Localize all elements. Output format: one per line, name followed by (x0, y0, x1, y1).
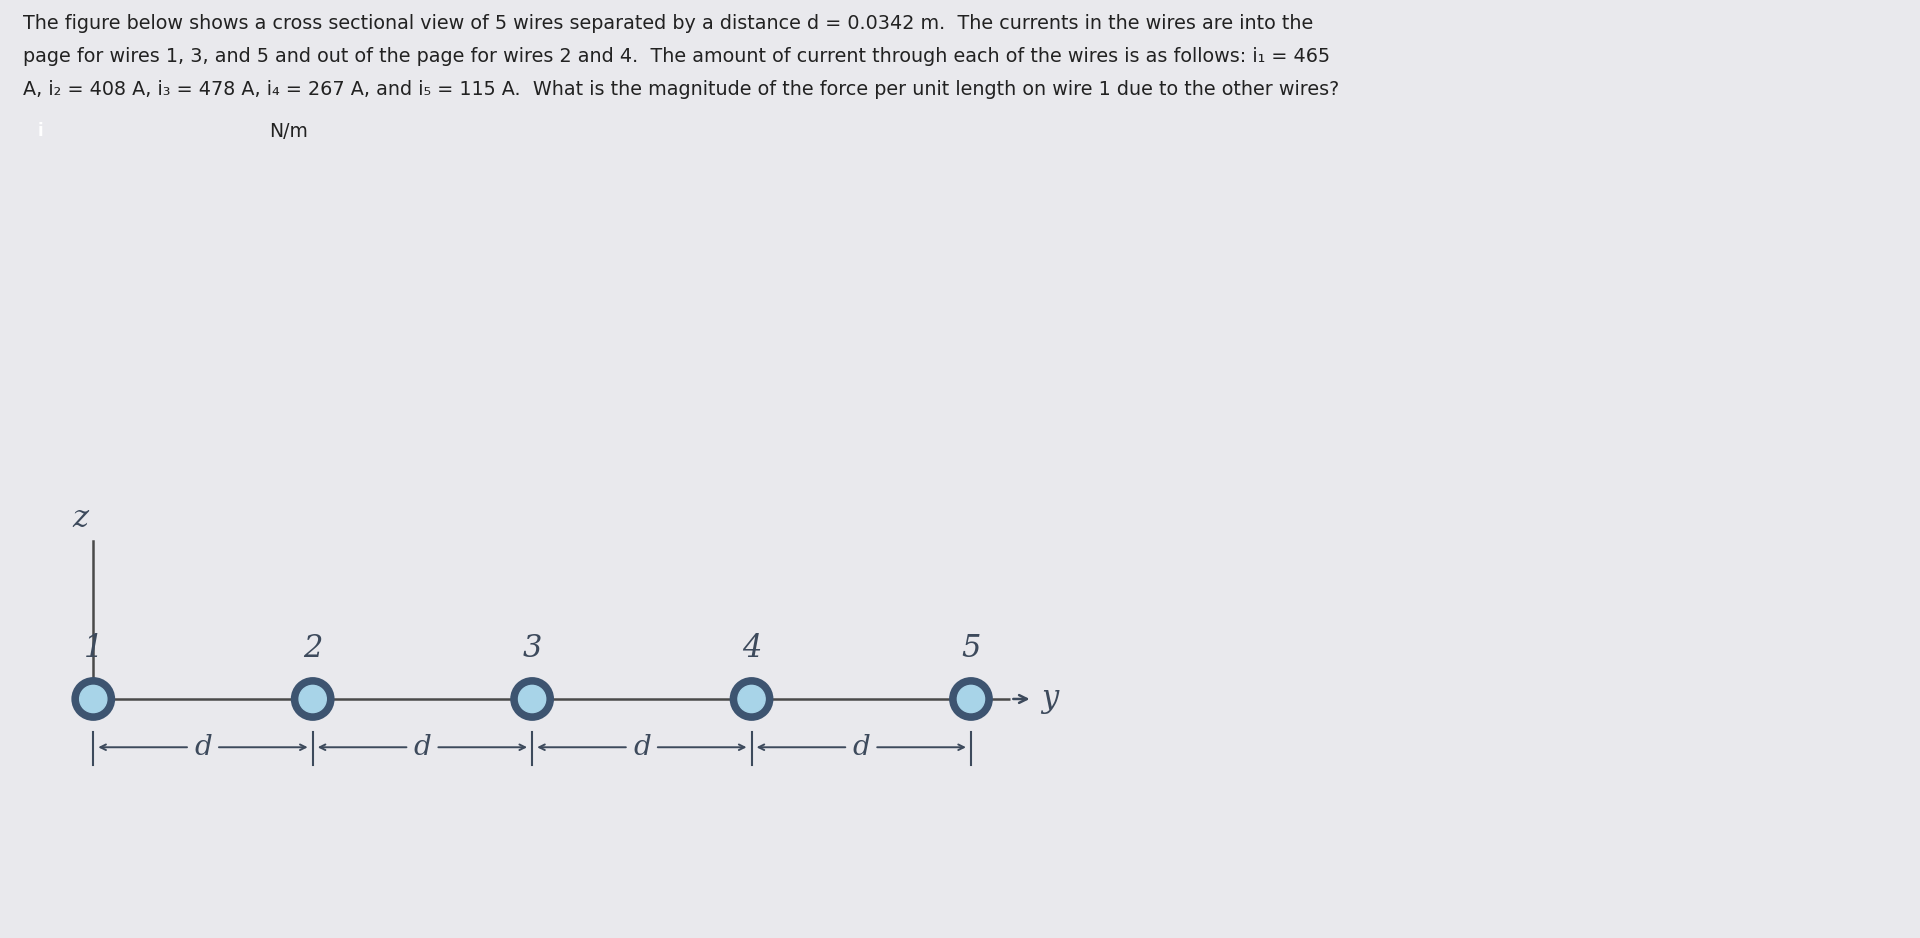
Text: 2: 2 (303, 633, 323, 664)
Text: 3: 3 (522, 633, 541, 664)
Circle shape (79, 686, 108, 713)
Text: d: d (634, 734, 651, 761)
Circle shape (511, 678, 553, 719)
Text: d: d (194, 734, 211, 761)
Text: A, i₂ = 408 A, i₃ = 478 A, i₄ = 267 A, and i₅ = 115 A.  What is the magnitude of: A, i₂ = 408 A, i₃ = 478 A, i₄ = 267 A, a… (23, 80, 1340, 98)
Text: 5: 5 (962, 633, 981, 664)
Text: 1: 1 (84, 633, 104, 664)
Circle shape (518, 686, 545, 713)
Text: page for wires 1, 3, and 5 and out of the page for wires 2 and 4.  The amount of: page for wires 1, 3, and 5 and out of th… (23, 47, 1331, 66)
Circle shape (292, 678, 334, 719)
Text: y: y (1041, 684, 1058, 715)
Text: i: i (38, 122, 42, 141)
Circle shape (950, 678, 993, 719)
Circle shape (73, 678, 113, 719)
Circle shape (732, 678, 772, 719)
Text: z: z (73, 504, 88, 535)
Text: N/m: N/m (269, 122, 307, 141)
Text: The figure below shows a cross sectional view of 5 wires separated by a distance: The figure below shows a cross sectional… (23, 14, 1313, 33)
Text: 4: 4 (741, 633, 760, 664)
Circle shape (958, 686, 985, 713)
Circle shape (300, 686, 326, 713)
Circle shape (737, 686, 766, 713)
Text: d: d (852, 734, 870, 761)
Text: d: d (413, 734, 432, 761)
